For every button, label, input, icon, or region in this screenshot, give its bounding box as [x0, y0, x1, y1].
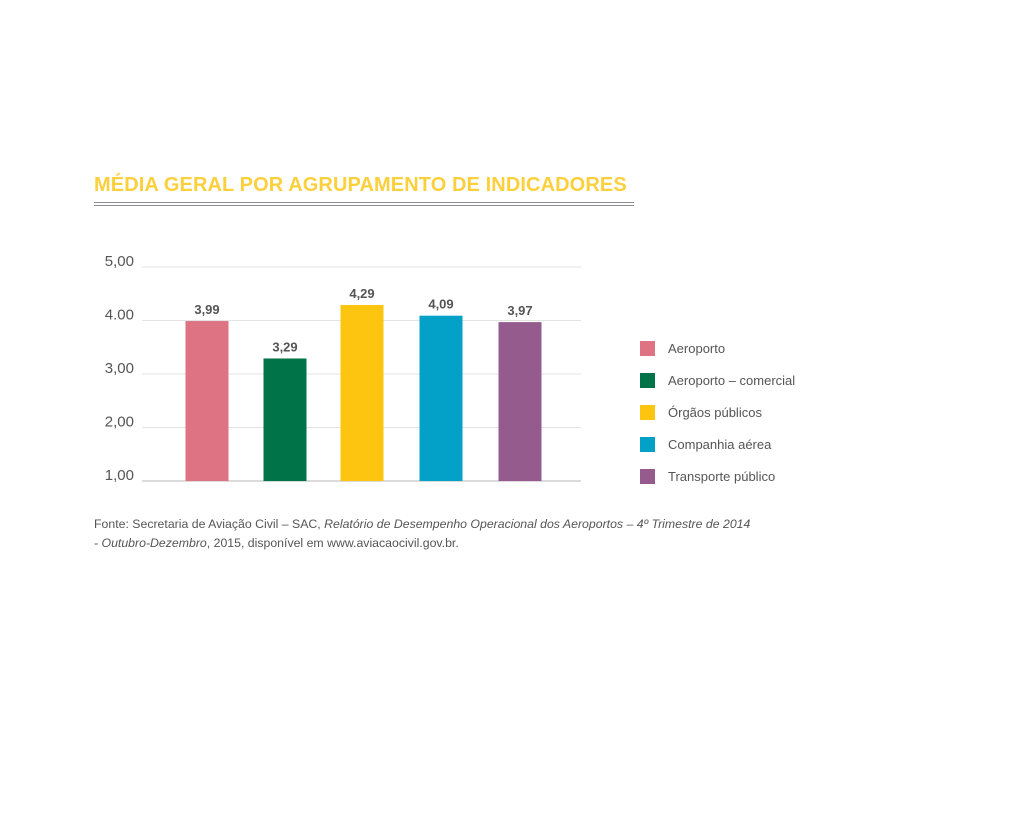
- y-tick-label: 5,00: [105, 253, 134, 270]
- chart-title: MÉDIA GERAL POR AGRUPAMENTO DE INDICADOR…: [94, 174, 627, 196]
- bar-value-label: 3,97: [507, 303, 532, 318]
- bar: [185, 321, 229, 481]
- bar: [419, 315, 463, 481]
- source-period: - Outubro-Dezembro: [94, 536, 207, 550]
- legend-swatch: [640, 341, 655, 356]
- legend-swatch: [640, 469, 655, 484]
- legend-swatch: [640, 437, 655, 452]
- bar-value-label: 4,09: [428, 297, 453, 312]
- y-tick-label: 4.00: [105, 307, 134, 324]
- y-tick-label: 1,00: [105, 467, 134, 484]
- legend-label: Transporte público: [668, 469, 775, 484]
- bar: [340, 304, 384, 481]
- bar-value-label: 4,29: [349, 286, 374, 301]
- bar-value-label: 3,29: [272, 339, 297, 354]
- value-labels: 3,99 3,29 4,29 4,09 3,97: [194, 286, 532, 355]
- legend-swatch: [640, 405, 655, 420]
- source-note: Fonte: Secretaria de Aviação Civil – SAC…: [94, 515, 784, 553]
- legend: Aeroporto Aeroporto – comercial Órgãos púb…: [640, 341, 795, 484]
- bar-value-label: 3,99: [194, 302, 219, 317]
- y-tick-label: 3,00: [105, 360, 134, 377]
- legend-label: Aeroporto – comercial: [668, 373, 795, 388]
- legend-label: Companhia aérea: [668, 437, 772, 452]
- title-underline: [94, 202, 634, 206]
- y-tick-label: 2,00: [105, 414, 134, 431]
- legend-label: Aeroporto: [668, 341, 725, 356]
- bar: [263, 358, 307, 481]
- source-text-1: Fonte: Secretaria de Aviação Civil – SAC…: [94, 517, 325, 531]
- source-report-title: Relatório de Desempenho Operacional dos …: [324, 517, 751, 531]
- bars: [185, 304, 542, 481]
- legend-label: Órgãos públicos: [668, 405, 762, 420]
- y-axis-ticks: 1,00 2,00 3,00 4.00 5,00: [105, 253, 134, 484]
- source-text-3: , 2015, disponível em www.aviacaocivil.g…: [206, 536, 459, 550]
- legend-swatch: [640, 373, 655, 388]
- bar: [498, 322, 542, 481]
